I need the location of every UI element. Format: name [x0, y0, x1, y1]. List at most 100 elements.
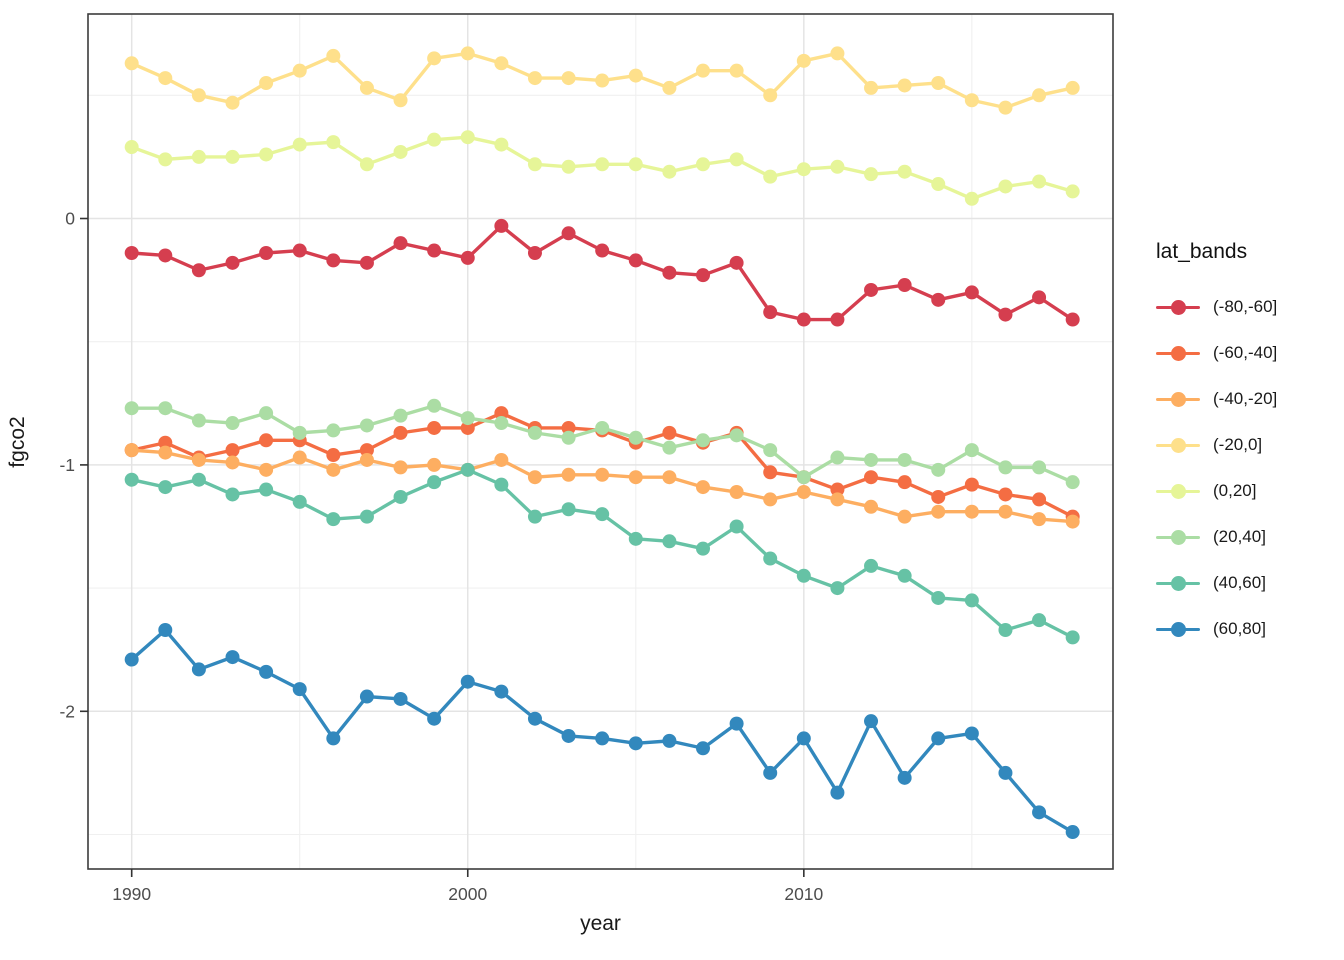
data-point-(-80,-60] [124, 246, 139, 261]
data-point-(-40,-20] [696, 480, 710, 495]
data-point-(20,40] [830, 450, 845, 465]
data-point-(40,60] [897, 568, 912, 583]
data-point-(-80,-60] [225, 255, 240, 270]
legend-key-dot [1171, 483, 1186, 499]
data-point-(20,40] [225, 416, 240, 431]
data-point-(40,60] [460, 462, 475, 477]
legend-item: (40,60] [1156, 560, 1277, 606]
data-point-(20,40] [628, 430, 643, 445]
data-point-(20,40] [662, 440, 677, 455]
data-point-(-20,0] [830, 46, 845, 61]
legend-item-label: (60,80] [1213, 619, 1266, 638]
data-point-(-40,-20] [662, 470, 677, 485]
data-point-(60,80] [796, 731, 811, 746]
data-point-(40,60] [998, 622, 1013, 637]
data-point-(60,80] [292, 682, 307, 697]
data-point-(60,80] [259, 664, 274, 679]
data-point-(60,80] [964, 726, 979, 741]
y-axis-title: fgco2 [6, 416, 29, 468]
data-point-(-20,0] [326, 48, 341, 63]
legend-key-icon [1156, 299, 1200, 315]
data-point-(60,80] [427, 711, 442, 726]
data-point-(-80,-60] [292, 243, 307, 258]
data-point-(-20,0] [1065, 80, 1080, 95]
data-point-(-40,-20] [292, 450, 307, 465]
data-point-(40,60] [259, 482, 274, 497]
data-point-(20,40] [696, 433, 710, 448]
data-point-(-80,-60] [864, 282, 879, 297]
data-point-(40,60] [427, 475, 442, 490]
y-tick-label: -1 [59, 455, 75, 475]
data-point-(-20,0] [292, 63, 307, 78]
data-point-(-60,-40] [158, 435, 173, 450]
data-point-(60,80] [393, 691, 408, 706]
legend-items: (-80,-60] (-60,-40] (-40,-20] (-20,0] (0,20]… [1156, 284, 1277, 652]
data-point-(-80,-60] [393, 236, 408, 251]
data-point-(-40,-20] [527, 470, 542, 485]
data-point-(-80,-60] [696, 268, 710, 283]
data-point-(-20,0] [225, 95, 240, 110]
data-point-(-80,-60] [897, 278, 912, 293]
legend-key-icon [1156, 391, 1200, 407]
data-point-(40,60] [292, 494, 307, 509]
data-point-(40,60] [595, 507, 610, 522]
data-point-(20,40] [561, 430, 576, 445]
data-point-(20,40] [393, 408, 408, 423]
data-point-(-80,-60] [964, 285, 979, 300]
data-point-(20,40] [326, 423, 341, 438]
data-point-(-20,0] [729, 63, 744, 78]
data-point-(0,20] [225, 149, 240, 164]
data-point-(60,80] [460, 674, 475, 689]
data-point-(-60,-40] [864, 470, 879, 485]
data-point-(40,60] [158, 480, 173, 495]
data-point-(60,80] [359, 689, 374, 704]
legend-key-dot [1171, 621, 1186, 637]
data-point-(-80,-60] [359, 255, 374, 270]
data-point-(-60,-40] [359, 443, 374, 458]
data-point-(-60,-40] [460, 420, 475, 435]
data-point-(40,60] [527, 509, 542, 524]
legend-key-dot [1171, 529, 1186, 545]
data-point-(40,60] [359, 509, 374, 524]
legend-key-icon [1156, 621, 1200, 637]
data-point-(60,80] [662, 733, 677, 748]
data-point-(-20,0] [191, 88, 206, 103]
data-point-(-60,-40] [259, 433, 274, 448]
data-point-(-40,-20] [359, 452, 374, 467]
data-point-(-40,-20] [830, 492, 845, 507]
data-point-(0,20] [326, 135, 341, 150]
data-point-(-40,-20] [897, 509, 912, 524]
legend-item: (0,20] [1156, 468, 1277, 514]
data-point-(-20,0] [561, 71, 576, 86]
data-point-(0,20] [527, 157, 542, 172]
data-point-(-20,0] [998, 100, 1013, 115]
data-point-(-40,-20] [259, 462, 274, 477]
data-point-(60,80] [864, 714, 879, 729]
data-point-(-80,-60] [662, 265, 677, 280]
legend-item: (60,80] [1156, 606, 1277, 652]
data-point-(-20,0] [259, 75, 274, 90]
legend-key-dot [1171, 391, 1186, 407]
data-point-(40,60] [1032, 613, 1047, 628]
data-point-(-60,-40] [830, 482, 845, 497]
data-point-(40,60] [830, 581, 845, 596]
data-point-(60,80] [561, 728, 576, 743]
data-point-(-40,-20] [191, 452, 206, 467]
legend-item: (-60,-40] [1156, 330, 1277, 376]
data-point-(20,40] [763, 443, 778, 458]
data-point-(-60,-40] [561, 420, 576, 435]
data-point-(-40,-20] [763, 492, 778, 507]
data-point-(0,20] [729, 152, 744, 167]
data-point-(-60,-40] [763, 465, 778, 480]
y-tick-label: -2 [59, 701, 75, 721]
data-point-(20,40] [124, 401, 139, 416]
data-point-(-80,-60] [460, 250, 475, 265]
data-point-(20,40] [595, 420, 610, 435]
legend-title: lat_bands [1156, 240, 1248, 263]
data-point-(60,80] [763, 765, 778, 780]
legend-item: (-40,-20] [1156, 376, 1277, 422]
x-tick-label: 2000 [448, 884, 487, 904]
data-point-(-60,-40] [494, 406, 509, 421]
legend-item: (20,40] [1156, 514, 1277, 560]
